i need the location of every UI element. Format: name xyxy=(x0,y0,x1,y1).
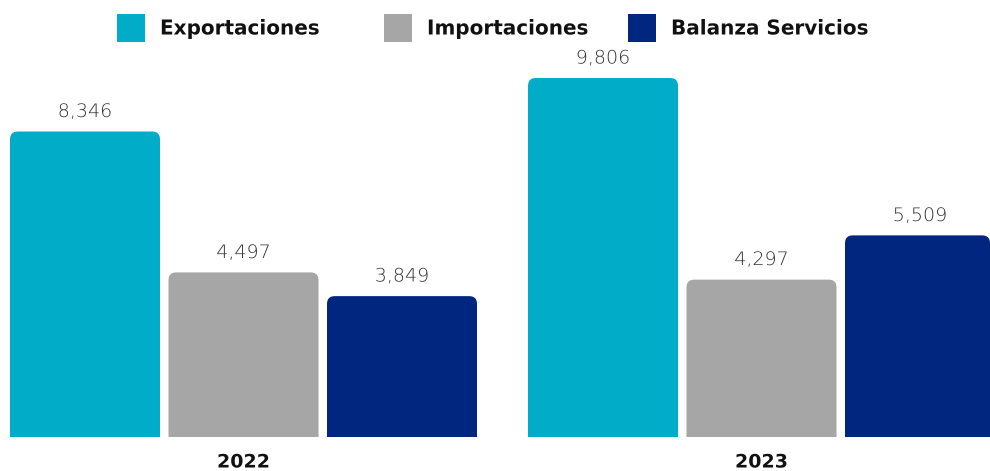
legend-label: Exportaciones xyxy=(160,16,320,40)
legend-swatch xyxy=(384,14,412,42)
bar xyxy=(845,235,990,437)
x-tick-label: 2022 xyxy=(217,451,270,471)
legend-swatch xyxy=(117,14,145,42)
legend-label: Balanza Servicios xyxy=(671,16,869,40)
value-label: 8,346 xyxy=(58,100,112,122)
value-label: 4,297 xyxy=(734,248,788,270)
bar xyxy=(168,272,319,437)
bar xyxy=(327,296,477,437)
legend-label: Importaciones xyxy=(427,16,588,40)
value-label: 5,509 xyxy=(893,204,947,226)
bar xyxy=(528,78,678,437)
value-label: 9,806 xyxy=(576,47,630,69)
x-tick-label: 2023 xyxy=(735,451,788,471)
bar xyxy=(10,131,160,438)
legend-swatch xyxy=(628,14,656,42)
bar xyxy=(686,279,837,437)
value-label: 3,849 xyxy=(375,265,429,287)
value-label: 4,497 xyxy=(216,241,270,263)
